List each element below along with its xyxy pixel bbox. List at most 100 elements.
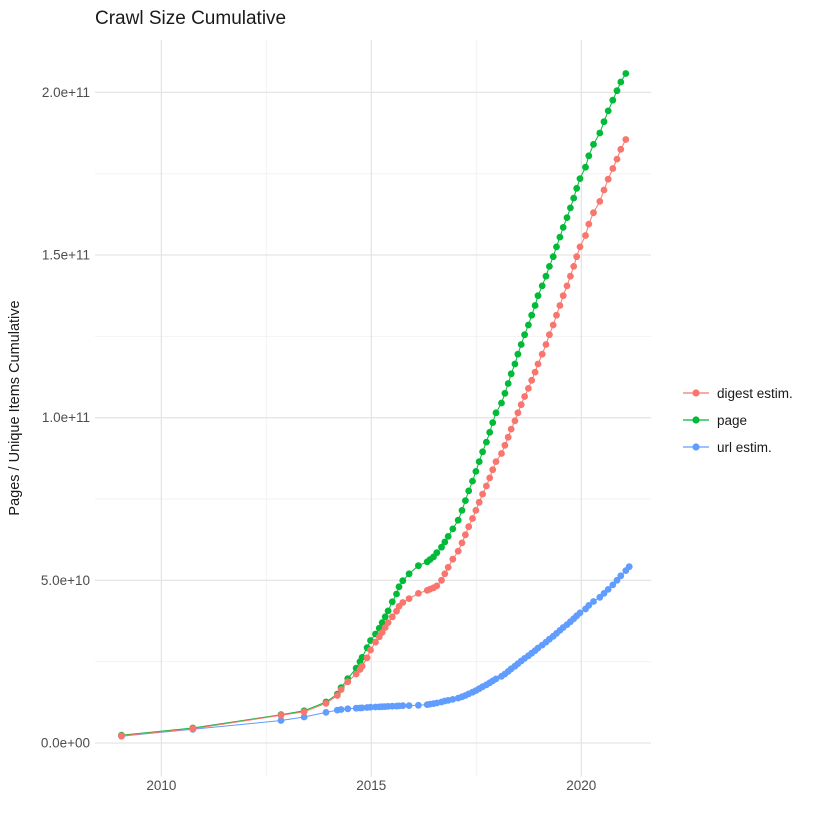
x-tick-label: 2010 [146,778,176,793]
data-point [489,466,497,474]
data-point [609,165,617,172]
data-point [576,243,584,251]
data-point [384,607,392,615]
data-point [538,350,546,358]
data-point [322,709,330,716]
gridlines-minor [95,40,651,777]
data-point [514,409,522,417]
data-point [604,175,612,183]
legend-key-point [692,416,700,424]
data-point [501,389,509,397]
data-point [567,204,574,212]
data-point [449,555,457,563]
data-point [399,577,407,585]
data-point [489,419,497,426]
data-point [358,704,366,712]
data-point [479,448,486,456]
data-point [622,136,630,143]
data-point [415,701,422,709]
data-point [344,678,352,686]
data-point [531,368,539,376]
data-point [534,292,542,300]
data-point [538,282,546,290]
data-point [567,272,574,280]
data-point [483,482,490,490]
data-point [479,490,486,498]
data-point [553,243,560,251]
data-point [613,155,621,163]
data-point [549,321,557,329]
data-point [475,498,483,506]
data-point [498,450,505,457]
data-point [344,705,352,713]
data-point [449,696,457,703]
data-point [462,497,469,504]
data-point [600,118,608,126]
data-point [399,702,407,710]
data-point [573,253,581,261]
series-digest [118,136,630,740]
series-layer [118,70,633,740]
gridlines-major [95,40,651,777]
data-point [528,311,536,319]
data-point [617,78,625,86]
data-point [322,699,330,707]
data-point [492,458,500,465]
data-point [300,713,308,721]
data-point [465,523,473,531]
data-point [458,539,466,547]
legend-label: url estim. [717,440,772,455]
data-point [576,175,584,183]
data-point [472,468,480,475]
data-point [622,70,630,77]
legend-label: page [717,413,747,428]
data-point [625,563,633,571]
data-point [337,686,345,693]
data-point [399,599,407,606]
data-point [596,198,604,205]
data-point [504,433,512,441]
data-point [358,662,366,670]
data-point [617,572,625,580]
data-point [507,425,515,433]
data-point [189,725,197,733]
data-point [501,441,509,449]
data-point [570,194,578,202]
data-point [444,533,452,540]
data-point [433,582,441,590]
data-point [388,598,396,606]
data-point [352,670,360,678]
data-point [492,409,500,417]
data-point [465,487,473,495]
data-point [521,393,528,400]
y-tick-label: 1.0e+11 [42,410,90,425]
data-point [372,638,379,646]
data-point [514,350,522,358]
data-point [486,428,494,436]
data-point [277,711,285,719]
y-tick-label: 5.0e+10 [41,573,90,588]
data-point [617,145,625,153]
data-point [433,549,441,557]
data-point [337,706,345,713]
data-point [405,702,413,709]
data-point [405,570,413,578]
data-point [381,624,389,631]
data-point [483,438,490,446]
axis-tick-labels: 2010 2015 2020 0.0e+00 5.0e+10 1.0e+11 1.5e+11… [41,85,597,793]
data-point [458,507,466,514]
data-point [441,570,449,578]
data-point [277,717,285,724]
data-point [585,602,593,609]
data-point [573,184,581,192]
data-point [582,163,589,171]
data-point [367,703,374,711]
data-point [542,272,550,280]
data-point [563,214,571,222]
x-tick-label: 2020 [566,778,596,793]
data-point [609,96,617,104]
data-point [378,629,386,636]
data-point [486,474,494,482]
data-point [517,341,525,348]
